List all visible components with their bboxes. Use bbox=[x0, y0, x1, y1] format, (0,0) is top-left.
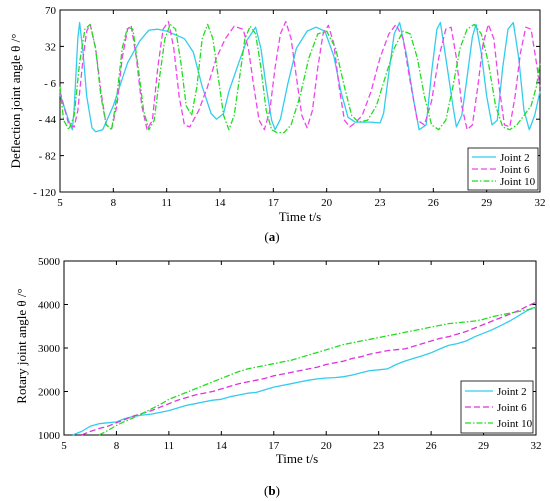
series-line-joint-2 bbox=[59, 21, 541, 133]
panel-label-a: (a) bbox=[264, 229, 279, 244]
x-tick-label-a: 20 bbox=[321, 197, 333, 209]
plot-frame-a bbox=[59, 9, 541, 193]
x-tick-label-b: 17 bbox=[268, 440, 280, 452]
legend-label: Joint 10 bbox=[500, 176, 536, 188]
x-tick-label-b: 20 bbox=[321, 440, 333, 452]
legend-label: Joint 2 bbox=[500, 152, 530, 164]
y-tick-label-a: - 120 bbox=[33, 187, 56, 199]
legend-box-b bbox=[460, 380, 534, 434]
y-tick-label-a: - 6 bbox=[44, 78, 56, 90]
x-axis-label-a: Time t/s bbox=[279, 209, 322, 224]
axis-ticks-a: 5 8 11 14 17 20 23 26 29 32 70 32 - 6 - 44 - 82 - 120 bbox=[33, 5, 545, 209]
x-tick-label-a: 14 bbox=[215, 197, 227, 209]
x-tick-label-b: 32 bbox=[531, 440, 542, 452]
x-tick-label-a: 8 bbox=[111, 197, 117, 209]
y-tick-label-a: 70 bbox=[45, 5, 57, 17]
series-line-joint-6 bbox=[81, 301, 537, 436]
legend-b: Joint 2 Joint 6 Joint 10 bbox=[460, 380, 534, 434]
axis-ticks-b: 5 8 11 14 17 20 23 26 29 32 1000 2000 3000 4000 5000 bbox=[38, 256, 542, 452]
y-tick-label-b: 1000 bbox=[38, 430, 61, 442]
y-axis-label-a: Deflection joint angle θ /° bbox=[8, 34, 23, 169]
legend-label: Joint 6 bbox=[500, 164, 530, 176]
series-line-joint-10 bbox=[98, 307, 537, 436]
y-axis-label-b: Rotary joint angle θ /° bbox=[14, 288, 29, 403]
series-lines-a bbox=[59, 20, 541, 134]
x-tick-label-a: 5 bbox=[57, 197, 63, 209]
x-tick-label-b: 29 bbox=[478, 440, 490, 452]
y-tick-label-b: 3000 bbox=[38, 343, 61, 355]
series-lines-b bbox=[72, 301, 537, 436]
series-line-joint-10 bbox=[59, 23, 541, 134]
x-tick-label-b: 8 bbox=[114, 440, 120, 452]
x-tick-label-b: 23 bbox=[373, 440, 385, 452]
y-tick-label-a: - 82 bbox=[39, 151, 56, 163]
y-tick-label-a: 32 bbox=[45, 41, 56, 53]
legend-label: Joint 10 bbox=[497, 418, 533, 430]
x-tick-label-a: 17 bbox=[268, 197, 280, 209]
x-tick-label-b: 14 bbox=[216, 440, 228, 452]
x-tick-label-a: 11 bbox=[161, 197, 172, 209]
x-tick-label-b: 5 bbox=[61, 440, 67, 452]
x-axis-label-b: Time t/s bbox=[276, 451, 319, 466]
x-tick-label-a: 32 bbox=[535, 197, 546, 209]
legend-label: Joint 6 bbox=[497, 402, 527, 414]
x-tick-label-a: 23 bbox=[375, 197, 387, 209]
series-line-joint-2 bbox=[72, 306, 537, 436]
x-tick-label-a: 26 bbox=[428, 197, 440, 209]
x-tick-label-b: 26 bbox=[426, 440, 438, 452]
y-tick-label-b: 5000 bbox=[38, 256, 61, 268]
legend-box-a bbox=[467, 147, 539, 191]
panel-label-b: (b) bbox=[264, 483, 280, 498]
chart-a: 5 8 11 14 17 20 23 26 29 32 70 32 - 6 - 44 - 82 - 120 T… bbox=[8, 5, 546, 224]
chart-b: 5 8 11 14 17 20 23 26 29 32 1000 2000 3000 4000 5000 T… bbox=[14, 256, 542, 466]
y-tick-label-a: - 44 bbox=[39, 114, 57, 126]
x-tick-label-b: 11 bbox=[164, 440, 175, 452]
series-line-joint-6 bbox=[59, 20, 541, 131]
y-tick-label-b: 2000 bbox=[38, 387, 61, 399]
y-tick-label-b: 4000 bbox=[38, 300, 61, 312]
legend-label: Joint 2 bbox=[497, 386, 527, 398]
x-tick-label-a: 29 bbox=[481, 197, 493, 209]
